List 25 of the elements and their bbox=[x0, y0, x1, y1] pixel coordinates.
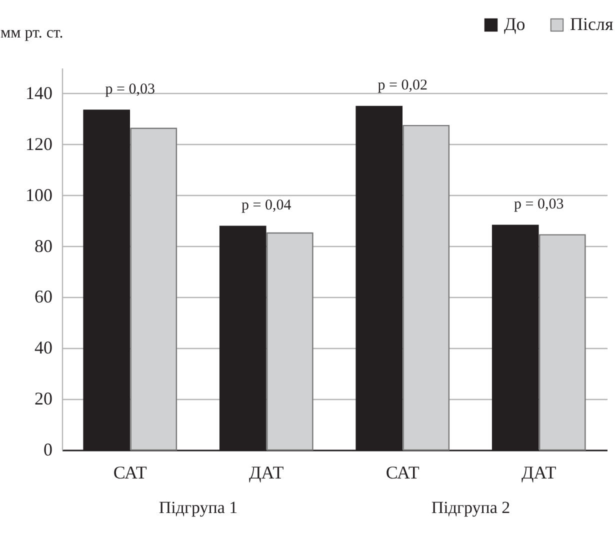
annotation: p = 0,03 bbox=[514, 196, 564, 212]
x-tick-label: САТ bbox=[113, 462, 147, 482]
annotation: p = 0,04 bbox=[242, 197, 292, 214]
annotation: p = 0,02 bbox=[378, 77, 428, 94]
legend-label: До bbox=[504, 14, 526, 34]
y-tick-label: 0 bbox=[44, 440, 52, 460]
x-tick-label: САТ bbox=[386, 462, 420, 482]
bar bbox=[130, 128, 178, 451]
x-tick-label: ДАТ bbox=[522, 462, 556, 482]
text: Підгрупа 2 bbox=[431, 498, 510, 517]
y-tick-label: 40 bbox=[34, 338, 52, 358]
y-tick-label: 140 bbox=[26, 82, 52, 103]
bar bbox=[538, 234, 586, 451]
x-tick-label: ДАТ bbox=[249, 462, 284, 482]
y-tick-label: 60 bbox=[34, 286, 52, 307]
legend-label: Після bbox=[570, 14, 614, 34]
bar bbox=[266, 232, 314, 451]
y-tick-label: 100 bbox=[26, 184, 52, 205]
y-tick-label: 80 bbox=[34, 236, 52, 256]
annotation: p = 0,03 bbox=[105, 81, 155, 98]
y-tick-label: 20 bbox=[34, 388, 52, 409]
bar bbox=[402, 124, 450, 451]
text: Підгрупа 1 bbox=[158, 498, 238, 517]
y-tick-label: 120 bbox=[26, 134, 52, 154]
y-axis-title: мм рт. ст. bbox=[0, 24, 64, 42]
